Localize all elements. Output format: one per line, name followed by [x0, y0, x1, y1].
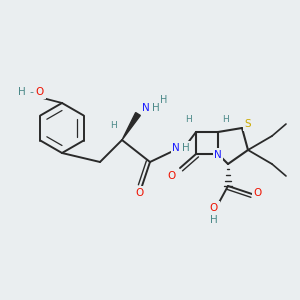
Polygon shape	[122, 112, 140, 140]
Text: H: H	[210, 215, 218, 225]
Text: H: H	[182, 143, 190, 153]
Text: O: O	[254, 188, 262, 198]
Text: O: O	[135, 188, 143, 198]
Text: N: N	[172, 143, 180, 153]
Text: H: H	[160, 95, 168, 105]
Text: H: H	[111, 122, 117, 130]
Text: H: H	[152, 103, 160, 113]
Text: H: H	[184, 116, 191, 124]
Text: S: S	[245, 119, 251, 129]
Text: H: H	[223, 116, 230, 124]
Text: N: N	[142, 103, 150, 113]
Text: O: O	[168, 171, 176, 181]
Text: O: O	[36, 87, 44, 97]
Text: O: O	[210, 203, 218, 213]
Text: N: N	[214, 150, 222, 160]
Text: -: -	[29, 87, 33, 97]
Text: H: H	[18, 87, 26, 97]
